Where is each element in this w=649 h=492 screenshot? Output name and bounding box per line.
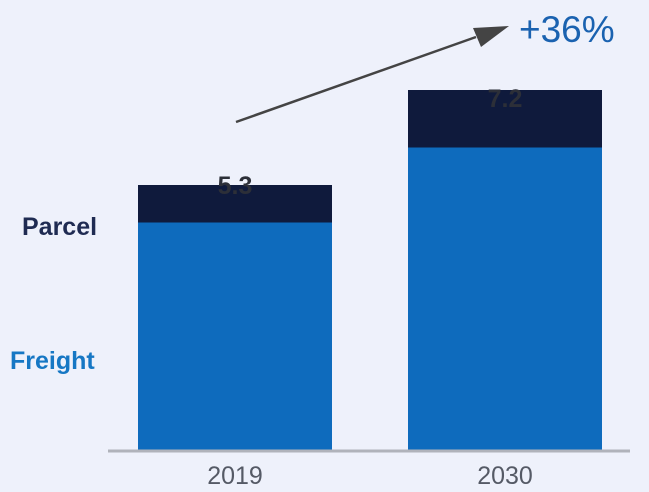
bar-freight-2030	[408, 147, 602, 450]
total-label-2030: 7.2	[488, 85, 523, 113]
bar-parcel-2030	[408, 90, 602, 148]
bar-parcel-2019	[138, 185, 332, 223]
series-label-parcel: Parcel	[22, 213, 97, 241]
growth-arrow-line	[235, 35, 477, 124]
series-label-freight: Freight	[10, 347, 95, 375]
growth-arrow	[235, 26, 509, 124]
total-label-2019: 5.3	[218, 172, 253, 200]
bars-group	[138, 90, 602, 450]
bar-freight-2019	[138, 222, 332, 450]
growth-annotation: +36%	[519, 9, 615, 50]
x-tick-label-2030: 2030	[477, 462, 533, 490]
growth-arrow-head	[473, 26, 509, 47]
x-tick-label-2019: 2019	[207, 462, 263, 490]
